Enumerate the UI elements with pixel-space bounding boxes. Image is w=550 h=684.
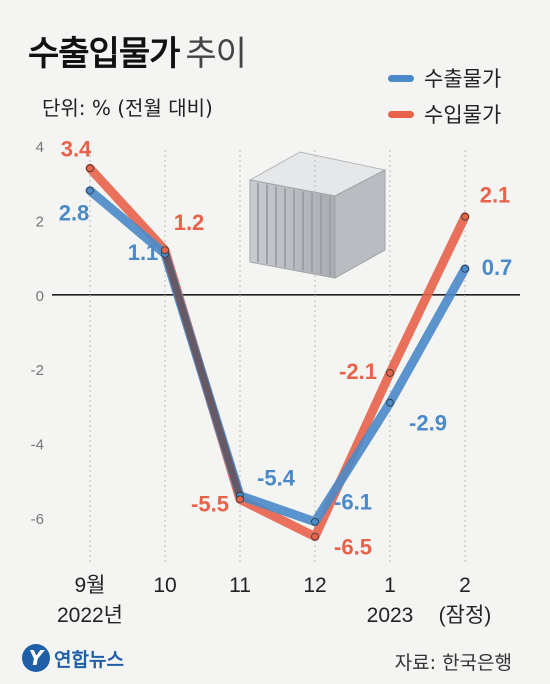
y-tick-label: -4 — [31, 437, 44, 454]
import-point — [461, 212, 469, 221]
import-price-line — [85, 163, 470, 542]
logo-icon: Y — [22, 644, 50, 672]
import-data-label: -6.5 — [334, 535, 372, 560]
y-tick-label: 4 — [36, 139, 44, 156]
import-point — [161, 246, 169, 255]
export-data-label: 1.1 — [128, 240, 159, 265]
legend-item-export: 수출물가 — [388, 60, 501, 96]
x-tick-label: 9월 — [75, 574, 106, 597]
y-tick-label: 0 — [36, 288, 44, 305]
export-price-line — [85, 186, 470, 527]
x-tick-label: 12 — [303, 574, 326, 597]
overlap-segment — [161, 248, 244, 501]
x-tick-sublabel: 2023 — [367, 604, 414, 627]
export-point — [386, 398, 394, 407]
export-point — [86, 186, 94, 195]
export-data-label: -6.1 — [334, 490, 372, 515]
export-data-label: -5.4 — [257, 466, 296, 491]
logo-text: 연합뉴스 — [54, 648, 124, 671]
x-tick-label: 1 — [384, 574, 396, 597]
legend-label-export: 수출물가 — [424, 67, 502, 91]
legend: 수출물가 수입물가 — [388, 60, 501, 132]
legend-swatch-export — [388, 74, 414, 82]
news-agency-logo: Y 연합뉴스 — [22, 644, 124, 672]
x-tick-sublabel: 2022년 — [57, 604, 123, 627]
x-tick-label: 2 — [459, 574, 471, 597]
import-data-label: 1.2 — [174, 210, 205, 235]
import-point — [86, 164, 94, 173]
y-tick-label: 2 — [36, 213, 44, 230]
x-tick-sublabel: (잠정) — [439, 604, 492, 627]
import-data-label: 2.1 — [480, 183, 511, 208]
legend-item-import: 수입물가 — [388, 96, 501, 132]
y-tick-label: -2 — [31, 362, 44, 379]
import-point — [386, 369, 394, 377]
unit-label: 단위: % (전월 대비) — [42, 96, 213, 120]
export-data-label: 2.8 — [59, 201, 90, 226]
export-point — [311, 517, 319, 526]
title-main: 수출입물가 — [28, 34, 180, 74]
import-data-label: -2.1 — [339, 359, 377, 384]
import-point — [236, 495, 244, 504]
legend-swatch-import — [388, 110, 414, 118]
source-note: 자료: 한국은행 — [394, 652, 512, 674]
shipping-container-icon — [248, 151, 387, 279]
import-data-label: 3.4 — [61, 136, 92, 161]
import-data-label: -5.5 — [191, 491, 229, 516]
export-data-label: -2.9 — [409, 411, 447, 436]
export-point — [461, 264, 469, 273]
import-point — [311, 532, 319, 541]
y-tick-label: -6 — [31, 511, 44, 528]
legend-label-import: 수입물가 — [424, 103, 502, 127]
export-data-label: 0.7 — [482, 255, 513, 280]
x-tick-label: 11 — [229, 574, 251, 597]
title-sub: 추이 — [185, 34, 247, 74]
x-tick-label: 10 — [153, 574, 176, 597]
page-title: 수출입물가 추이 — [28, 26, 247, 75]
